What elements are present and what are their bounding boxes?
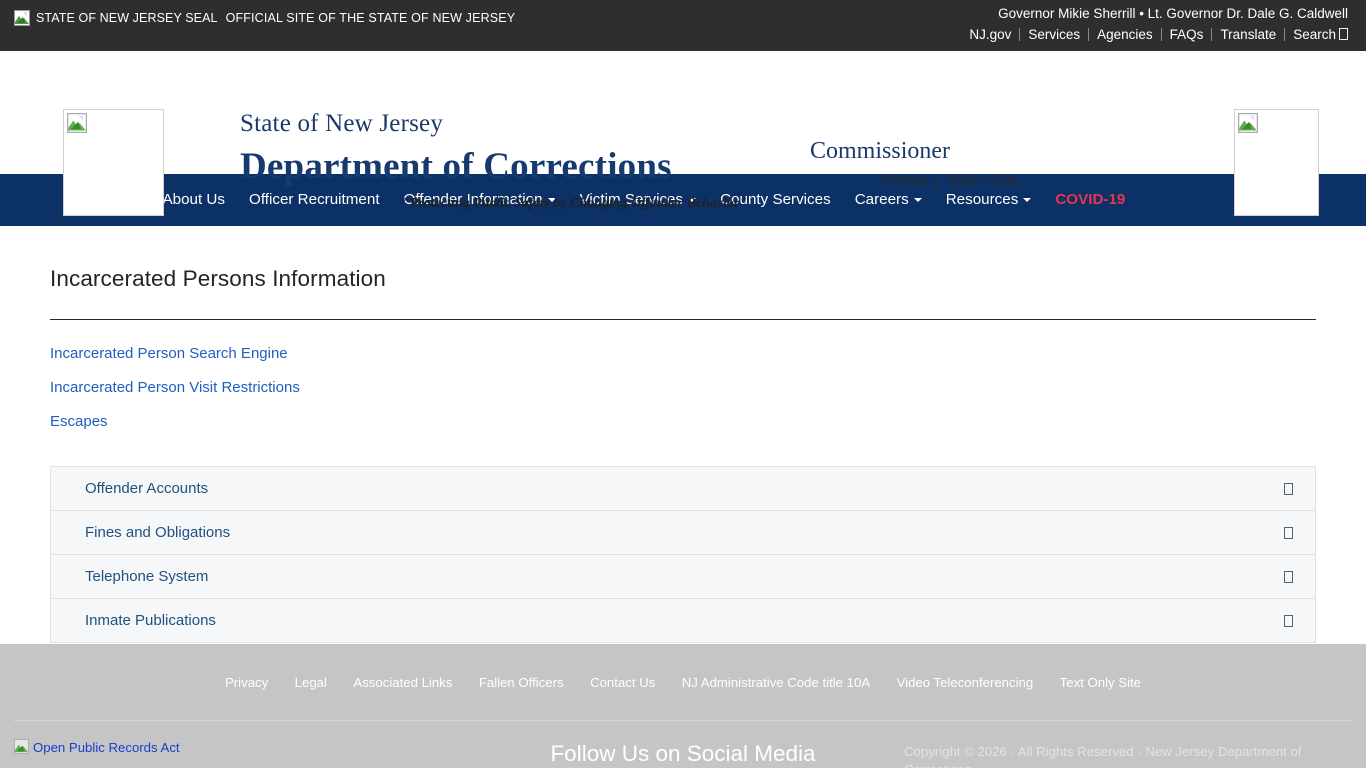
state-of-nj-label: State of New Jersey — [240, 110, 444, 137]
nav-item-resources[interactable]: Resources — [946, 190, 1032, 210]
masthead: State of New Jersey Department of Correc… — [0, 51, 1366, 216]
governor-line: Governor Mikie Sherrill • Lt. Governor D… — [998, 6, 1348, 21]
expand-icon[interactable] — [1284, 526, 1293, 539]
nav-item-victim-services[interactable]: Victim Services — [580, 190, 697, 210]
link-divider — [1019, 28, 1021, 41]
accordion-label: Fines and Obligations — [85, 523, 231, 541]
commissioner-name: Victoria L. Kuhn, Esq. — [880, 173, 1020, 189]
nj-state-seal-logo[interactable] — [63, 109, 164, 216]
link-incarcerated-person-search-engine[interactable]: Incarcerated Person Search Engine — [50, 345, 288, 362]
accordion-label: Offender Accounts — [85, 479, 209, 497]
link-divider — [1211, 28, 1213, 41]
social-media-heading: Follow Us on Social Media — [550, 741, 816, 766]
nav-item-about-us[interactable]: About Us — [163, 190, 225, 210]
doc-agency-logo[interactable] — [1234, 109, 1319, 216]
footer-link-row: Privacy Legal Associated Links Fallen Of… — [14, 644, 1352, 692]
search-icon — [1339, 28, 1348, 40]
department-title: Department of Corrections — [240, 146, 672, 187]
accordion-item-inmate-publications[interactable]: Inmate Publications — [50, 598, 1316, 643]
expand-icon[interactable] — [1284, 482, 1293, 495]
expand-icon[interactable] — [1284, 614, 1293, 627]
main-navigation: Home About Us Officer Recruitment Offend… — [0, 174, 1366, 226]
chevron-down-icon — [688, 198, 697, 202]
page-title: Incarcerated Persons Information — [50, 266, 386, 291]
footer-link-nj-administrative-code[interactable]: NJ Administrative Code title 10A — [681, 675, 871, 690]
accordion-item-offender-accounts[interactable]: Offender Accounts — [50, 466, 1316, 511]
footer-link-contact-us[interactable]: Contact Us — [590, 675, 656, 690]
footer-divider — [14, 720, 1352, 721]
nav-label: Resources — [945, 191, 1019, 208]
nav-label: Careers — [854, 191, 909, 208]
accordion-item-telephone-system[interactable]: Telephone System — [50, 554, 1316, 599]
state-quick-links: NJ.gov Services Agencies FAQs Translate Searc… — [969, 25, 1348, 44]
broken-image-icon — [14, 10, 30, 26]
state-seal-alt-text: STATE OF NEW JERSEY SEAL — [36, 11, 218, 25]
official-site-text: OFFICIAL SITE OF THE STATE OF NEW JERSEY — [225, 11, 516, 25]
nav-item-covid-19[interactable]: COVID-19 — [1055, 190, 1125, 210]
nav-label: Victim Services — [579, 191, 684, 208]
link-incarcerated-person-visit-restrictions[interactable]: Incarcerated Person Visit Restrictions — [50, 379, 300, 396]
accordion-label: Inmate Publications — [85, 611, 216, 629]
nav-item-county-services[interactable]: County Services — [720, 190, 831, 210]
footer-link-privacy[interactable]: Privacy — [224, 675, 269, 690]
search-label: Search — [1293, 27, 1336, 42]
nav-item-officer-recruitment[interactable]: Officer Recruitment — [249, 190, 380, 210]
state-top-bar: STATE OF NEW JERSEY SEAL OFFICIAL SITE O… — [0, 0, 1366, 51]
opra-link[interactable]: Open Public Records Act — [14, 739, 180, 755]
broken-image-icon — [14, 739, 30, 755]
footer-link-associated-links[interactable]: Associated Links — [353, 675, 453, 690]
opra-label: Open Public Records Act — [33, 739, 180, 755]
footer-link-fallen-officers[interactable]: Fallen Officers — [478, 675, 564, 690]
commissioner-title: Commissioner — [810, 138, 951, 164]
footer-link-text-only-site[interactable]: Text Only Site — [1059, 675, 1142, 690]
state-link-faqs[interactable]: FAQs — [1169, 27, 1204, 42]
site-title-block: State of New Jersey Department of Correc… — [240, 109, 760, 212]
commissioner-block: Commissioner Victoria L. Kuhn, Esq. — [810, 136, 1110, 190]
nav-label: County Services — [720, 191, 831, 208]
nav-label: About Us — [162, 191, 225, 208]
accordion-label: Telephone System — [85, 567, 209, 585]
nav-label: Offender Information — [403, 191, 543, 208]
broken-image-icon — [1238, 113, 1258, 137]
copyright-text: Copyright © 2026 · All Rights Reserved ·… — [904, 744, 1302, 768]
chevron-down-icon — [1023, 198, 1032, 202]
resource-link-list: Incarcerated Person Search Engine Incarc… — [50, 320, 1316, 439]
expand-icon[interactable] — [1284, 570, 1293, 583]
state-bar-right-group: Governor Mikie Sherrill • Lt. Governor D… — [969, 4, 1348, 44]
footer-bottom-row: Open Public Records Act Follow Us on Soc… — [14, 721, 1352, 768]
department-motto: "Protecting Public Safety by Changing Of… — [401, 196, 747, 211]
accordion-item-fines-and-obligations[interactable]: Fines and Obligations — [50, 510, 1316, 555]
nav-item-careers[interactable]: Careers — [855, 190, 922, 210]
nav-item-offender-information[interactable]: Offender Information — [404, 190, 556, 210]
title-divider — [50, 319, 1316, 320]
site-footer: Privacy Legal Associated Links Fallen Of… — [0, 644, 1366, 768]
main-content: Incarcerated Persons Information Incarce… — [0, 226, 1366, 644]
state-seal-group: STATE OF NEW JERSEY SEAL OFFICIAL SITE O… — [14, 10, 515, 26]
nav-label: Officer Recruitment — [249, 191, 380, 208]
state-link-njgov[interactable]: NJ.gov — [969, 27, 1012, 42]
chevron-down-icon — [913, 198, 922, 202]
link-escapes[interactable]: Escapes — [50, 413, 108, 430]
link-divider — [1284, 28, 1286, 41]
chevron-down-icon — [547, 198, 556, 202]
nav-label: COVID-19 — [1055, 191, 1126, 208]
state-link-services[interactable]: Services — [1028, 27, 1081, 42]
state-link-agencies[interactable]: Agencies — [1097, 27, 1153, 42]
link-divider — [1088, 28, 1090, 41]
footer-link-video-teleconferencing[interactable]: Video Teleconferencing — [896, 675, 1034, 690]
state-link-translate[interactable]: Translate — [1220, 27, 1277, 42]
link-divider — [1160, 28, 1162, 41]
footer-link-legal[interactable]: Legal — [294, 675, 327, 690]
state-link-search[interactable]: Search — [1285, 27, 1348, 42]
broken-image-icon — [67, 113, 87, 137]
accordion-list: Offender Accounts Fines and Obligations … — [50, 466, 1316, 643]
